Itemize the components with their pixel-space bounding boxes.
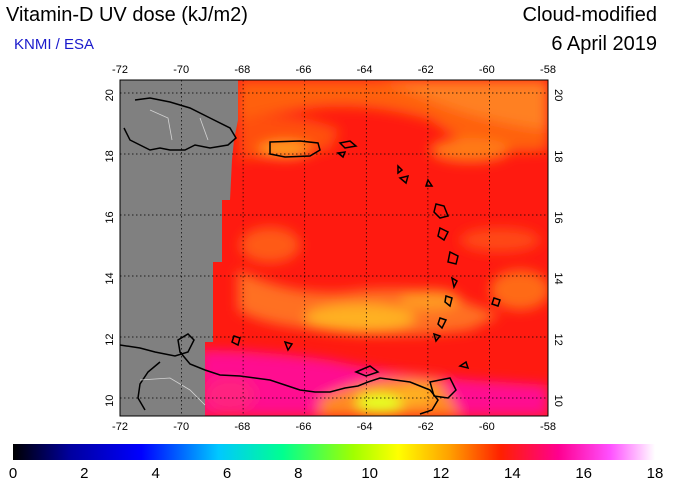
lon-tick-label-top: -66	[295, 64, 311, 76]
map-title: Vitamin-D UV dose (kJ/m2)	[6, 4, 248, 26]
lon-tick-label-bottom: -68	[234, 421, 250, 433]
lon-tick-label-top: -70	[173, 64, 189, 76]
lon-tick-labels-top: -72 -70 -68 -66 -64 -62 -60 -58	[112, 64, 556, 76]
lon-tick-label-top: -62	[418, 64, 434, 76]
product-label: Cloud-modified	[522, 4, 657, 26]
lon-tick-label-bottom: -70	[173, 421, 189, 433]
lat-tick-label-right: 20	[552, 89, 564, 101]
coastlines	[120, 97, 501, 415]
colorbar-tick-label: 12	[432, 465, 450, 482]
colorbar-tick-label: 8	[294, 465, 303, 482]
provider-label: KNMI / ESA	[14, 36, 95, 53]
lon-tick-label-top: -68	[234, 64, 250, 76]
no-data-region	[120, 80, 238, 416]
lat-tick-label-left: 14	[104, 272, 116, 284]
map-frame	[119, 79, 549, 417]
graticule	[120, 80, 548, 416]
lat-tick-label-right: 12	[552, 334, 564, 346]
lon-tick-label-top: -58	[540, 64, 556, 76]
colorbar-tick-label: 0	[8, 465, 18, 482]
colorbar-tick-label: 14	[503, 465, 521, 482]
lat-tick-label-left: 20	[104, 89, 116, 101]
lat-tick-label-right: 10	[552, 395, 564, 407]
lat-tick-label-right: 16	[552, 211, 564, 223]
lon-tick-label-bottom: -60	[479, 421, 495, 433]
lon-tick-label-bottom: -62	[418, 421, 434, 433]
lon-tick-label-top: -60	[479, 64, 495, 76]
lon-tick-label-bottom: -72	[112, 421, 128, 433]
lon-tick-label-bottom: -64	[357, 421, 373, 433]
colorbar-tick-label: 6	[222, 465, 232, 482]
lon-tick-labels-bottom: -72 -70 -68 -66 -64 -62 -60 -58	[112, 421, 556, 433]
lon-tick-label-top: -64	[357, 64, 373, 76]
colorbar-tick-label: 10	[361, 465, 378, 482]
lon-tick-label-bottom: -66	[295, 421, 311, 433]
lat-tick-label-right: 18	[552, 150, 564, 162]
colorbar-tick-label: 4	[151, 465, 160, 482]
lon-tick-label-bottom: -58	[540, 421, 556, 433]
colorbar-tick-label: 18	[646, 465, 664, 482]
lat-tick-labels-left: 10 12 14 16 18 20	[104, 89, 116, 407]
lat-tick-labels-right: 10 12 14 16 18 20	[552, 89, 564, 407]
date-label: 6 April 2019	[551, 33, 657, 55]
dose-field	[120, 80, 548, 416]
lon-tick-label-top: -72	[112, 64, 128, 76]
colorbar-tick-label: 2	[80, 465, 89, 482]
lat-tick-label-left: 10	[104, 395, 116, 407]
lat-tick-label-right: 14	[552, 272, 564, 284]
lat-tick-label-left: 16	[104, 211, 116, 223]
colorbar-tick-label: 16	[575, 465, 592, 482]
lat-tick-label-left: 18	[104, 150, 116, 162]
lat-tick-label-left: 12	[104, 334, 116, 346]
colorbar	[13, 444, 655, 460]
